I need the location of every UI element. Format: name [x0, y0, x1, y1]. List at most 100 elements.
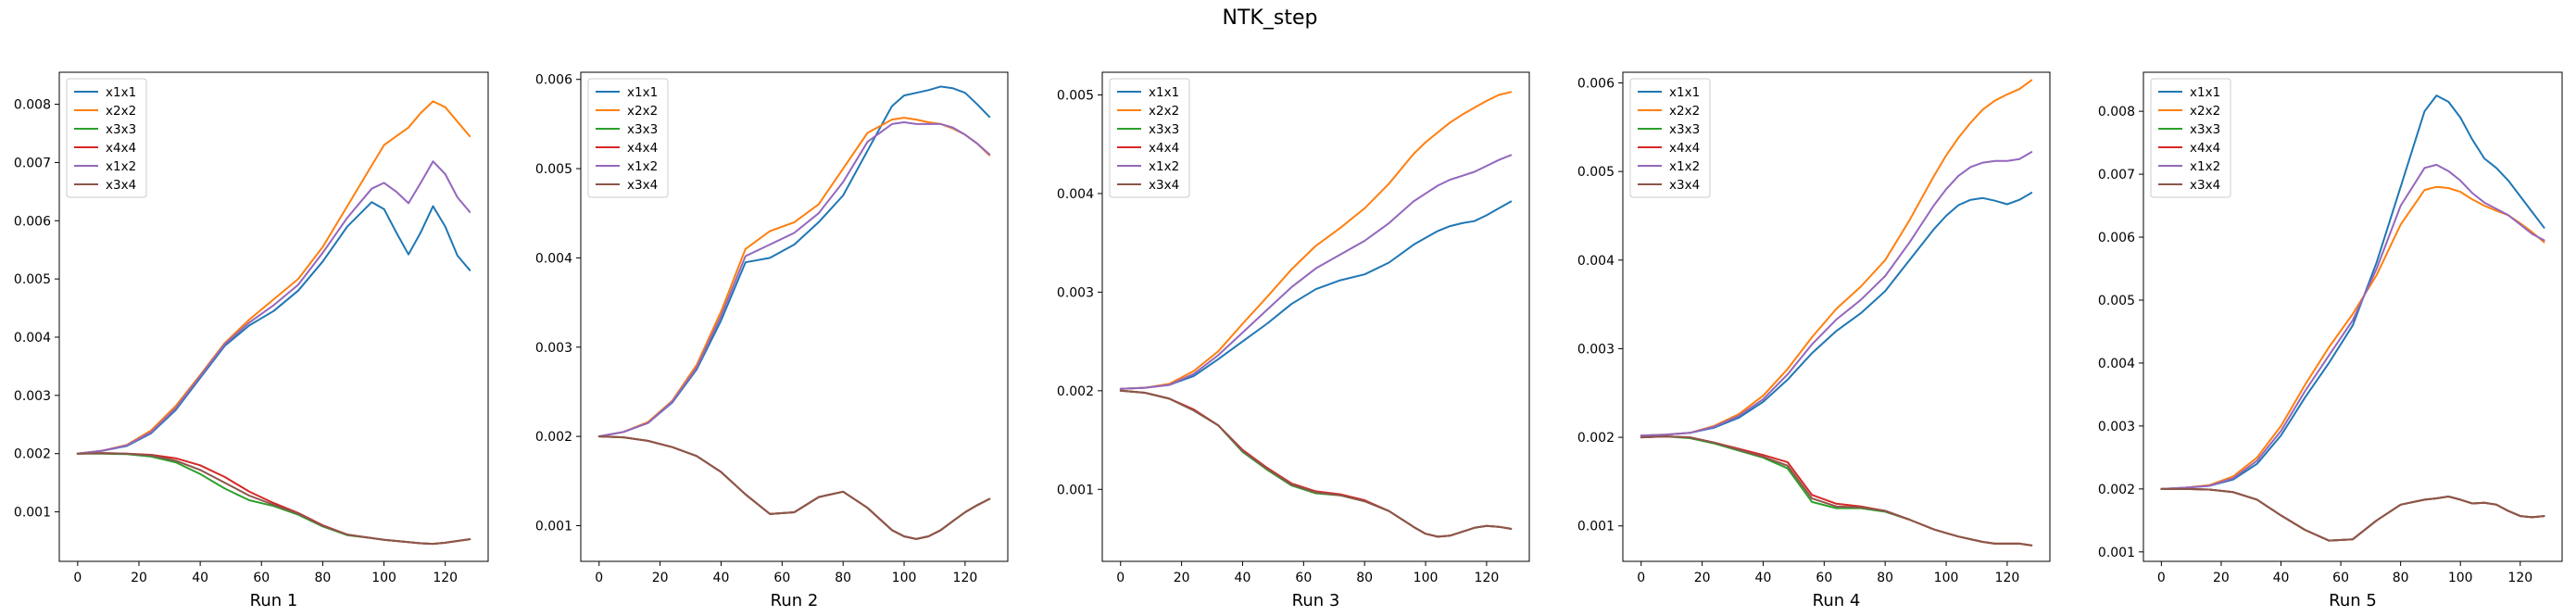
x-tick-label: 60 — [1816, 571, 1832, 585]
y-tick-label: 0.003 — [535, 341, 572, 356]
x-tick-label: 60 — [2332, 571, 2349, 585]
subplot-4: 0 20 40 60 80 100 120 0.001 0.002 0.003 0.004 0.005… — [1577, 71, 2051, 610]
x-tick-label: 40 — [192, 571, 208, 585]
legend-label-x4x4: x4x4 — [1149, 141, 1179, 156]
y-tick-label: 0.004 — [1577, 254, 1615, 269]
legend-box — [2150, 78, 2231, 198]
legend-label-x1x1: x1x1 — [2190, 85, 2220, 100]
y-tick-label: 0.003 — [14, 389, 51, 404]
legend-label-x1x1: x1x1 — [106, 85, 136, 100]
axes-frame — [58, 71, 489, 562]
legend: x1x1 x2x2 x3x3 x4x4 x1x2 x3x4 — [66, 78, 147, 198]
subplot-3: 0 20 40 60 80 100 120 0.001 0.002 0.003 0.004 0.005… — [1057, 71, 1530, 610]
axes-frame — [2142, 71, 2563, 562]
legend-label-x2x2: x2x2 — [1149, 104, 1179, 119]
y-tick-label: 0.005 — [535, 162, 572, 177]
x-tick-label: 100 — [1414, 571, 1439, 585]
series-group — [597, 85, 991, 540]
y-tick-label: 0.002 — [2098, 483, 2135, 497]
y-tick-label: 0.001 — [1057, 483, 1094, 497]
legend-label-x1x1: x1x1 — [1149, 85, 1179, 100]
series-line-x1x1 — [1119, 200, 1513, 390]
series-line-x3x4 — [1640, 435, 2033, 547]
x-tick-label: 0 — [1116, 571, 1125, 585]
subplot-2: 0 20 40 60 80 100 120 0.001 0.002 0.003 0.004 0.005… — [535, 71, 1009, 610]
series-line-x2x2 — [1119, 91, 1513, 390]
x-tick-label: 40 — [2273, 571, 2290, 585]
series-line-x3x4 — [2160, 487, 2545, 542]
x-tick-label: 20 — [1174, 571, 1190, 585]
legend-label-x1x1: x1x1 — [627, 85, 658, 100]
y-tick-label: 0.004 — [535, 251, 572, 266]
series-line-x1x2 — [597, 121, 991, 438]
series-line-x1x1 — [2160, 94, 2545, 490]
y-tick-label: 0.006 — [535, 73, 572, 88]
y-tick-label: 0.001 — [14, 506, 51, 521]
legend-label-x2x2: x2x2 — [1669, 104, 1700, 119]
y-tick-label: 0.008 — [14, 98, 51, 113]
y-tick-label: 0.006 — [2098, 231, 2135, 245]
x-tick-label: 80 — [2393, 571, 2409, 585]
legend-label-x4x4: x4x4 — [627, 141, 658, 156]
y-tick-label: 0.002 — [14, 447, 51, 462]
series-group — [2160, 94, 2545, 542]
axes-frame — [1101, 71, 1530, 562]
y-tick-label: 0.006 — [14, 214, 51, 229]
x-tick-label: 0 — [2157, 571, 2166, 585]
x-tick-label: 120 — [1995, 571, 2020, 585]
x-axis-label: Run 3 — [1292, 591, 1340, 610]
series-line-x1x2 — [2160, 163, 2545, 490]
series-line-x2x2 — [1640, 79, 2033, 437]
legend-label-x3x4: x3x4 — [1149, 178, 1179, 193]
y-tick-label: 0.004 — [14, 331, 51, 346]
y-tick-label: 0.002 — [535, 430, 572, 445]
y-tick-label: 0.005 — [1577, 165, 1615, 180]
x-tick-label: 80 — [1877, 571, 1893, 585]
y-tick-label: 0.002 — [1057, 384, 1094, 399]
legend-label-x2x2: x2x2 — [2190, 104, 2220, 119]
x-axis-label: Run 5 — [2329, 591, 2377, 610]
series-line-x3x4 — [76, 452, 471, 546]
y-tick-label: 0.007 — [2098, 168, 2135, 182]
legend-label-x1x2: x1x2 — [1669, 159, 1700, 174]
y-tick-label: 0.005 — [14, 272, 51, 287]
series-line-x1x2 — [1119, 154, 1513, 390]
legend-label-x4x4: x4x4 — [106, 141, 136, 156]
legend-label-x3x3: x3x3 — [1669, 122, 1700, 137]
x-tick-label: 100 — [1934, 571, 1959, 585]
x-tick-label: 100 — [2448, 571, 2473, 585]
x-tick-label: 100 — [371, 571, 396, 585]
x-tick-label: 40 — [1755, 571, 1772, 585]
legend-label-x1x2: x1x2 — [2190, 159, 2220, 174]
legend-label-x3x4: x3x4 — [627, 178, 658, 193]
x-tick-label: 20 — [131, 571, 147, 585]
y-tick-label: 0.001 — [2098, 546, 2135, 560]
series-group — [76, 100, 471, 546]
x-tick-label: 60 — [1295, 571, 1312, 585]
y-tick-label: 0.001 — [535, 519, 572, 534]
x-tick-label: 40 — [1235, 571, 1251, 585]
figure-title: NTK_step — [1223, 6, 1318, 30]
x-tick-label: 80 — [1356, 571, 1373, 585]
x-tick-label: 100 — [892, 571, 917, 585]
legend-label-x4x4: x4x4 — [1669, 141, 1700, 156]
y-tick-label: 0.004 — [2098, 357, 2135, 371]
legend: x1x1 x2x2 x3x3 x4x4 x1x2 x3x4 — [1629, 78, 1711, 198]
x-tick-label: 20 — [1694, 571, 1711, 585]
legend-label-x1x2: x1x2 — [627, 159, 658, 174]
y-tick-label: 0.003 — [1577, 342, 1615, 357]
legend-label-x3x3: x3x3 — [1149, 122, 1179, 137]
y-tick-label: 0.004 — [1057, 187, 1094, 202]
y-tick-label: 0.001 — [1577, 520, 1615, 534]
subplot-5: 0 20 40 60 80 100 120 0.001 0.002 0.003 0.004 0.005… — [2098, 71, 2563, 610]
y-tick-label: 0.003 — [2098, 420, 2135, 434]
y-tick-label: 0.007 — [14, 156, 51, 170]
legend-label-x1x2: x1x2 — [1149, 159, 1179, 174]
x-tick-label: 40 — [713, 571, 730, 585]
axes-frame — [580, 71, 1009, 562]
x-tick-label: 80 — [835, 571, 851, 585]
x-axis-label: Run 1 — [250, 591, 298, 610]
legend-label-x4x4: x4x4 — [2190, 141, 2220, 156]
